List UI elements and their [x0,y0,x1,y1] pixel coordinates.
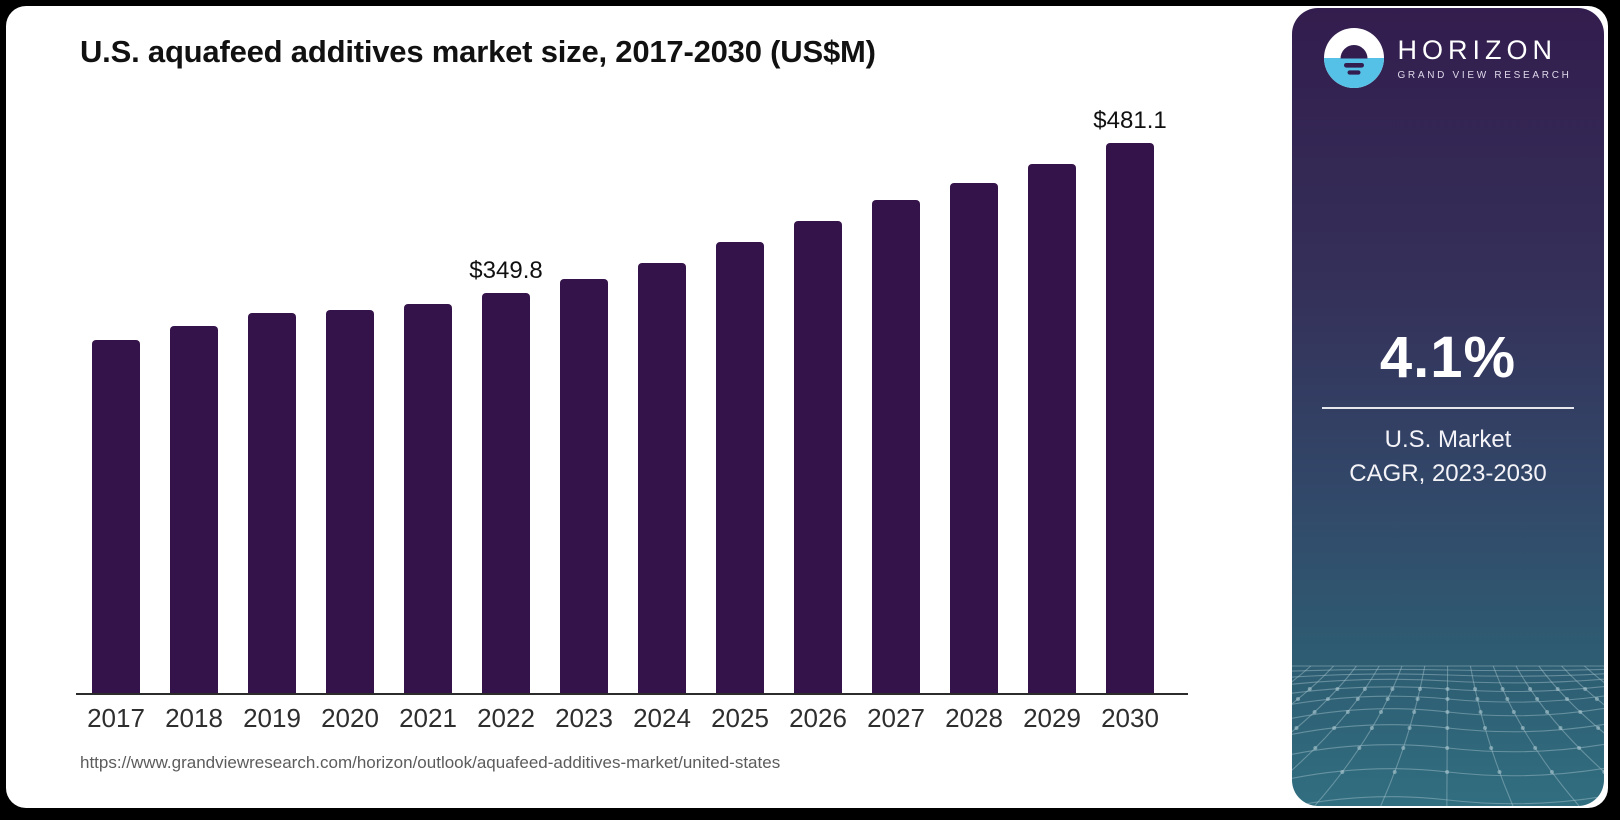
brand-subtitle: GRAND VIEW RESEARCH [1397,70,1572,81]
bar-value-label: $481.1 [1093,107,1167,134]
brand-header: HORIZON GRAND VIEW RESEARCH [1292,28,1604,88]
x-axis-label: 2021 [399,703,457,733]
x-axis-label: 2017 [87,703,145,733]
bar-column-2017 [92,340,140,693]
bar-column-2024 [638,263,686,693]
x-axis-label: 2029 [1023,703,1081,733]
brand-name: HORIZON [1397,35,1557,65]
cagr-value: 4.1% [1379,325,1517,390]
bar-column-2018 [170,326,218,693]
bar [716,242,764,693]
bar [482,293,530,693]
bar [326,310,374,693]
bar [872,200,920,693]
wireframe-mesh-decoration [1292,665,1604,806]
bar-column-2030: $481.1 [1093,107,1167,693]
source-url: https://www.grandviewresearch.com/horizo… [80,753,781,772]
bar [170,326,218,693]
bar [638,263,686,693]
bar [1106,143,1154,693]
bar-value-label: $349.8 [469,257,543,284]
bar-column-2029 [1028,164,1076,693]
stat-divider [1322,407,1574,409]
bar-column-2027 [872,200,920,693]
x-axis-label: 2030 [1101,703,1159,733]
bar-column-2019 [248,313,296,693]
bar [950,183,998,693]
bar-column-2023 [560,279,608,693]
bar [1028,164,1076,693]
x-axis-line [76,693,1188,695]
sidebar: HORIZON GRAND VIEW RESEARCH 4.1% U.S. Ma… [1292,8,1604,806]
horizon-logo-icon [1324,28,1385,88]
cagr-caption-line1: U.S. Market [1384,426,1512,453]
bar-column-2028 [950,183,998,693]
bar-chart: $349.8 $481.1 [92,107,1172,693]
bar-column-2020 [326,310,374,693]
x-axis-label: 2022 [477,703,535,733]
bar [560,279,608,693]
x-axis-label: 2028 [945,703,1003,733]
x-axis-label: 2018 [165,703,223,733]
bar-column-2025 [716,242,764,693]
chart-title: U.S. aquafeed additives market size, 201… [80,34,876,69]
x-axis-label: 2024 [633,703,691,733]
x-axis-label: 2026 [789,703,847,733]
bar-column-2021 [404,304,452,693]
cagr-stat-block: 4.1% U.S. Market CAGR, 2023-2030 [1292,324,1604,491]
x-axis-label: 2027 [867,703,925,733]
bar [92,340,140,693]
bar [404,304,452,693]
x-axis-label: 2020 [321,703,379,733]
bar-column-2026 [794,221,842,693]
bar [794,221,842,693]
cagr-caption-line2: CAGR, 2023-2030 [1349,460,1547,487]
x-axis-label: 2019 [243,703,301,733]
x-axis-labels: 2017 2018 2019 2020 2021 2022 2023 2024 2025 2026… [77,703,1169,734]
report-card: U.S. aquafeed additives market size, 201… [6,6,1608,808]
brand-text: HORIZON GRAND VIEW RESEARCH [1397,35,1571,81]
x-axis-label: 2025 [711,703,769,733]
x-axis-label: 2023 [555,703,613,733]
bar [248,313,296,693]
bar-column-2022: $349.8 [469,257,543,693]
